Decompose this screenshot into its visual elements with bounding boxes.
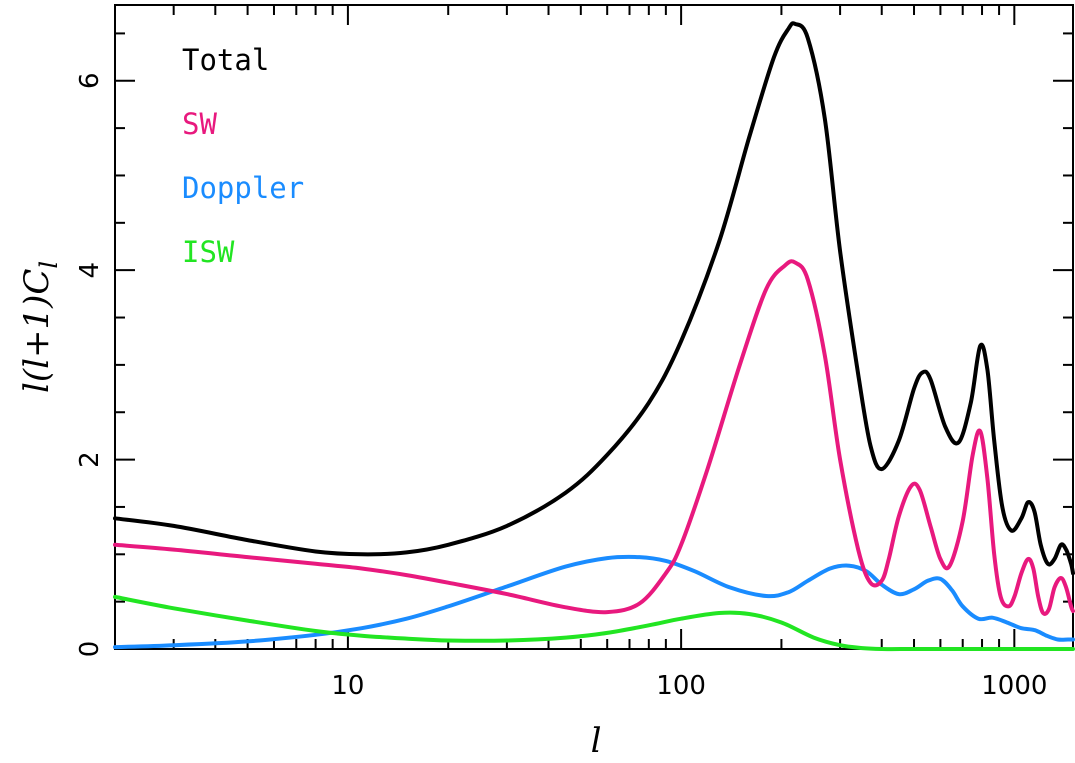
series-line-sw [113,259,1075,616]
x-tick-label: 100 [656,671,706,701]
series-line-isw [113,594,1075,652]
legend-entry-total: Total [182,43,269,77]
x-tick-label: 10 [331,671,364,701]
y-tick-label: 2 [75,451,105,468]
legend-entry-sw: SW [182,107,217,141]
legend-entry-isw: ISW [182,235,235,269]
x-axis-title: l [591,721,602,761]
plot-frame [114,4,1074,650]
y-tick-label: 6 [75,72,105,89]
x-tick-label: 1000 [981,671,1047,701]
y-tick-label: 0 [75,641,105,658]
series-lines [113,21,1075,652]
legend-entry-doppler: Doppler [182,171,304,205]
series-line-doppler [113,554,1075,650]
legend: Total SW Doppler ISW [182,43,304,269]
y-tick-label: 4 [75,262,105,279]
axis-ticks: 10 100 1000 0 2 4 6 [75,5,1073,701]
series-line-total [113,21,1075,576]
y-axis-title: l(l+1)Cl [17,261,63,393]
